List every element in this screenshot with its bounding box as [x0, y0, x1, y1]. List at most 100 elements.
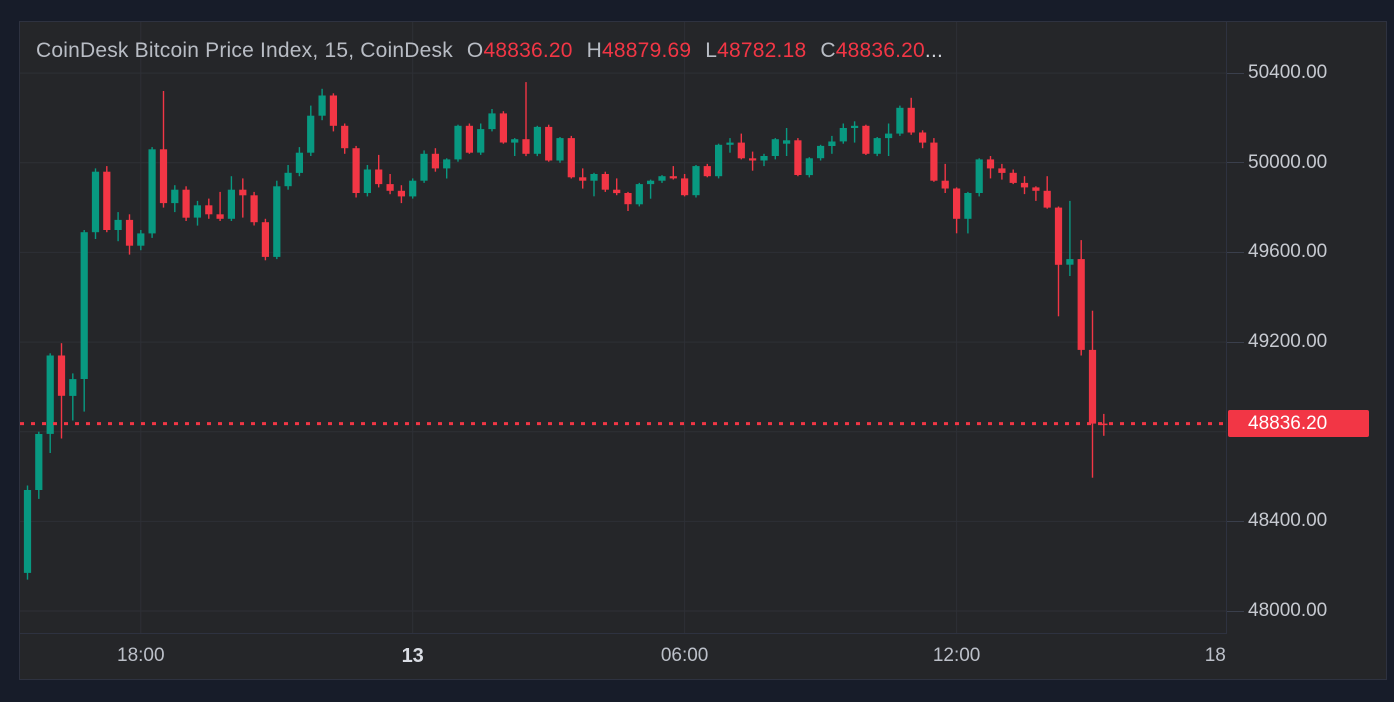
- candle: [817, 144, 825, 161]
- price-axis-tick: [1227, 72, 1244, 74]
- candle: [1077, 240, 1085, 356]
- candle: [511, 138, 519, 156]
- candle: [499, 111, 507, 144]
- candle: [443, 158, 451, 179]
- candle: [737, 133, 745, 160]
- candle: [1020, 176, 1029, 195]
- candlestick-chart[interactable]: [20, 22, 1226, 633]
- chart-plot-area[interactable]: CoinDesk Bitcoin Price Index, 15, CoinDe…: [20, 22, 1227, 634]
- candle: [420, 150, 428, 183]
- candle: [159, 91, 168, 208]
- legend-ellipsis: ...: [924, 39, 944, 62]
- candle: [409, 178, 417, 199]
- candle: [488, 109, 496, 132]
- candle: [1032, 186, 1040, 201]
- candle: [930, 138, 938, 182]
- time-axis-label: 12:00: [932, 645, 981, 666]
- chart-legend[interactable]: CoinDesk Bitcoin Price Index, 15, CoinDe…: [36, 39, 943, 63]
- ohlc-low: L48782.18: [705, 39, 807, 62]
- candle: [839, 123, 847, 144]
- candle: [919, 130, 927, 149]
- current-price-badge: 48836.20: [1228, 410, 1369, 438]
- candle: [386, 174, 394, 195]
- candle: [522, 82, 530, 157]
- candle: [885, 123, 893, 156]
- candle: [1043, 176, 1051, 209]
- candle: [760, 153, 768, 167]
- candle: [46, 353, 54, 453]
- price-axis-tick: [1227, 520, 1244, 522]
- candle: [998, 163, 1006, 180]
- time-axis-labels: 18:00 13 06:00 12:00 18:00: [20, 634, 1226, 679]
- candle: [681, 174, 689, 197]
- time-axis-label: 18:00: [1204, 645, 1226, 666]
- candle: [375, 154, 383, 188]
- candle: [1066, 200, 1074, 276]
- candle: [703, 163, 711, 178]
- candle: [1009, 169, 1017, 185]
- candle: [329, 93, 337, 132]
- candle: [227, 176, 235, 221]
- candle: [182, 186, 190, 221]
- candle: [307, 105, 315, 156]
- candle: [873, 137, 881, 157]
- candle: [352, 145, 360, 198]
- candle: [601, 171, 609, 192]
- candle: [216, 191, 224, 221]
- price-axis-tick: [1227, 251, 1244, 253]
- price-axis[interactable]: 50400.00 50000.00 49600.00 49200.00 48400.00…: [1227, 22, 1388, 633]
- candle: [205, 198, 213, 219]
- candle: [726, 138, 734, 153]
- candle: [465, 123, 473, 154]
- candle: [23, 485, 32, 580]
- candle: [477, 123, 485, 155]
- candle: [715, 143, 723, 179]
- candle: [171, 185, 179, 213]
- candle: [907, 97, 915, 135]
- candle: [771, 138, 779, 160]
- price-axis-label: 50400.00: [1248, 62, 1328, 84]
- candle: [533, 125, 541, 157]
- candle: [454, 124, 462, 162]
- ohlc-open: O48836.20: [466, 39, 573, 62]
- candle: [261, 218, 269, 261]
- ohlc-close: C48836.20: [820, 39, 925, 62]
- candle: [862, 124, 870, 155]
- candle: [103, 166, 111, 233]
- candle: [986, 156, 995, 179]
- candle: [1054, 206, 1063, 317]
- candle: [341, 123, 349, 154]
- candle: [250, 191, 258, 226]
- candle: [239, 178, 247, 218]
- candle: [828, 135, 836, 154]
- time-axis[interactable]: 18:00 13 06:00 12:00 18:00: [20, 634, 1386, 679]
- candle: [137, 230, 145, 251]
- time-axis-label: 18:00: [117, 645, 165, 666]
- candle: [1100, 413, 1108, 436]
- candle: [80, 230, 88, 412]
- candle: [851, 121, 859, 143]
- candle: [964, 191, 972, 234]
- candle: [805, 157, 813, 178]
- symbol-title[interactable]: CoinDesk Bitcoin Price Index, 15, CoinDe…: [36, 39, 453, 62]
- candle: [91, 168, 100, 239]
- candle: [975, 158, 983, 197]
- price-axis-label: 49600.00: [1248, 241, 1328, 263]
- candle: [783, 128, 791, 156]
- candle: [125, 214, 134, 255]
- candle: [363, 165, 371, 197]
- candle: [635, 182, 643, 207]
- candle: [273, 180, 281, 260]
- candle: [1088, 310, 1097, 478]
- candle: [624, 191, 632, 211]
- chart-frame: CoinDesk Bitcoin Price Index, 15, CoinDe…: [19, 21, 1387, 680]
- candle: [647, 179, 655, 199]
- candle: [295, 147, 303, 177]
- time-axis-label: 13: [401, 645, 424, 667]
- price-axis-tick: [1227, 341, 1244, 343]
- candle: [193, 200, 201, 226]
- candle: [941, 163, 949, 193]
- price-axis-label: 48400.00: [1248, 510, 1328, 532]
- candle: [658, 175, 666, 183]
